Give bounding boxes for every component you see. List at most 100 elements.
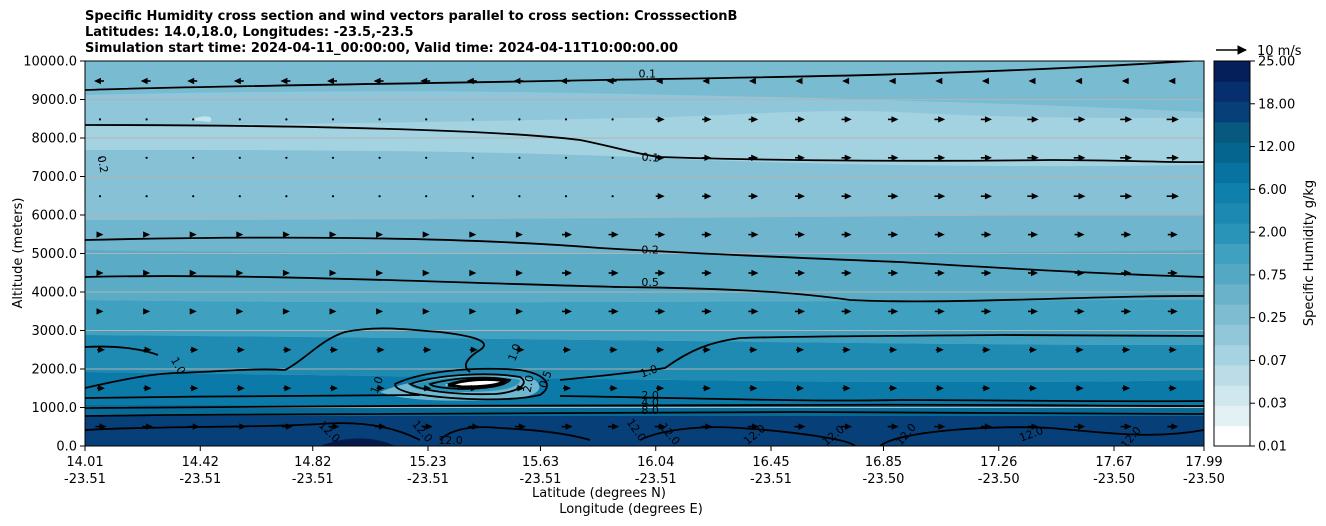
wind-arrow	[980, 116, 992, 123]
wind-arrow	[842, 346, 851, 353]
wind-arrow	[1167, 231, 1178, 238]
wind-arrow	[471, 156, 474, 159]
contour-0.1-top	[85, 61, 1203, 91]
wind-arrow	[1028, 231, 1038, 238]
wind-arrow	[748, 308, 759, 315]
x-tick-lat: 16.45	[752, 455, 789, 470]
wind-arrow	[702, 385, 711, 392]
wind-arrow	[981, 77, 989, 85]
contour-1.0-right	[559, 334, 1204, 381]
x-tick-lon: -23.50	[863, 472, 905, 487]
wind-arrow	[466, 77, 477, 85]
wind-arrow	[655, 193, 665, 200]
wind-arrow	[841, 423, 853, 430]
colorbar-tick-label: 6.00	[1258, 183, 1287, 198]
wind-arrow	[373, 77, 384, 85]
wind-arrow	[561, 423, 573, 430]
wind-arrow	[331, 195, 335, 198]
wind-arrow	[330, 385, 338, 392]
colorbar-frame	[1213, 60, 1251, 447]
colorbar-tick-label: 18.00	[1258, 97, 1295, 112]
wind-arrow	[236, 269, 244, 277]
wind-arrow	[378, 195, 381, 198]
wind-arrow	[982, 346, 991, 353]
wind-arrow	[285, 118, 288, 121]
wind-arrow	[330, 346, 338, 353]
wind-arrow	[515, 308, 523, 315]
wind-arrow	[515, 231, 523, 238]
wind-arrow	[1028, 77, 1036, 85]
wind-arrow	[1075, 346, 1084, 353]
wind-arrow	[235, 423, 247, 430]
wind-arrow	[376, 269, 384, 277]
wind-arrow	[841, 231, 852, 238]
wind-arrow	[702, 154, 712, 161]
wind-arrow	[238, 195, 241, 198]
x-tick-lat: 15.23	[409, 455, 446, 470]
wind-arrow	[980, 193, 992, 200]
wind-arrow	[425, 118, 428, 121]
wind-arrow	[422, 231, 430, 238]
wind-arrow	[980, 154, 992, 161]
colorbar-tick-label: 0.25	[1258, 311, 1287, 326]
wind-arrow	[376, 346, 385, 353]
wind-arrow	[888, 308, 899, 315]
x-tick-lon: -23.50	[1183, 472, 1225, 487]
colorbar-segment	[1214, 121, 1250, 143]
wind-arrow	[562, 269, 572, 277]
wind-arrow	[656, 385, 665, 392]
wind-arrow	[1168, 77, 1176, 85]
wind-arrow	[283, 346, 292, 353]
x-tick-lon: -23.51	[64, 472, 106, 487]
wind-arrow	[1027, 193, 1039, 200]
wind-arrow	[471, 195, 474, 198]
wind-arrow	[935, 385, 944, 392]
contour-0.2	[85, 236, 1204, 278]
wind-arrow	[655, 269, 666, 277]
wind-arrow	[518, 195, 521, 198]
wind-arrow	[469, 346, 478, 353]
colorbar-tick-label: 2.00	[1258, 226, 1287, 241]
wind-arrow	[283, 385, 292, 392]
wind-arrow	[513, 77, 524, 85]
x-tick-lon: -23.51	[407, 472, 449, 487]
wind-arrow	[842, 77, 850, 85]
x-tick-lat: 14.01	[66, 455, 103, 470]
wind-arrow	[378, 118, 381, 121]
wind-vectors	[94, 77, 1179, 430]
contour-1.0-left	[85, 345, 159, 356]
contour-anomaly-1	[394, 367, 548, 401]
x-tick-lon: -23.51	[750, 472, 792, 487]
wind-arrow	[1121, 269, 1132, 277]
wind-arrow	[1166, 193, 1179, 200]
wind-arrow	[329, 231, 337, 238]
wind-arrow	[934, 423, 946, 430]
x-axis: 14.01 -23.51 14.42 -23.51 14.82 -23.51 15.23 -2…	[64, 446, 1225, 487]
band-surface-max	[320, 438, 395, 446]
wind-arrow	[749, 385, 758, 392]
wind-arrow	[1120, 423, 1132, 430]
wind-arrow	[795, 154, 805, 161]
contour-label: 1.0	[506, 342, 524, 363]
wind-arrow	[1073, 154, 1086, 161]
y-axis-label: Altitude (meters)	[11, 198, 26, 309]
contour-label: 8.0	[641, 404, 659, 417]
wind-arrow	[145, 156, 148, 159]
wind-arrow	[655, 116, 665, 123]
wind-arrow	[516, 385, 525, 392]
wind-arrow	[655, 77, 663, 85]
wind-arrow	[748, 269, 759, 277]
contour-label: 0.1	[641, 151, 659, 165]
wind-arrow	[655, 154, 665, 161]
colorbar-segment	[1214, 202, 1250, 224]
wind-arrow	[140, 77, 151, 85]
wind-arrow	[192, 118, 195, 121]
wind-arrow	[375, 423, 387, 430]
wind-arrow	[329, 308, 337, 315]
wind-arrow	[423, 346, 432, 353]
wind-arrow	[611, 156, 614, 159]
wind-arrow	[888, 231, 899, 238]
wind-arrow	[1166, 116, 1179, 123]
wind-arrow	[1167, 269, 1178, 277]
